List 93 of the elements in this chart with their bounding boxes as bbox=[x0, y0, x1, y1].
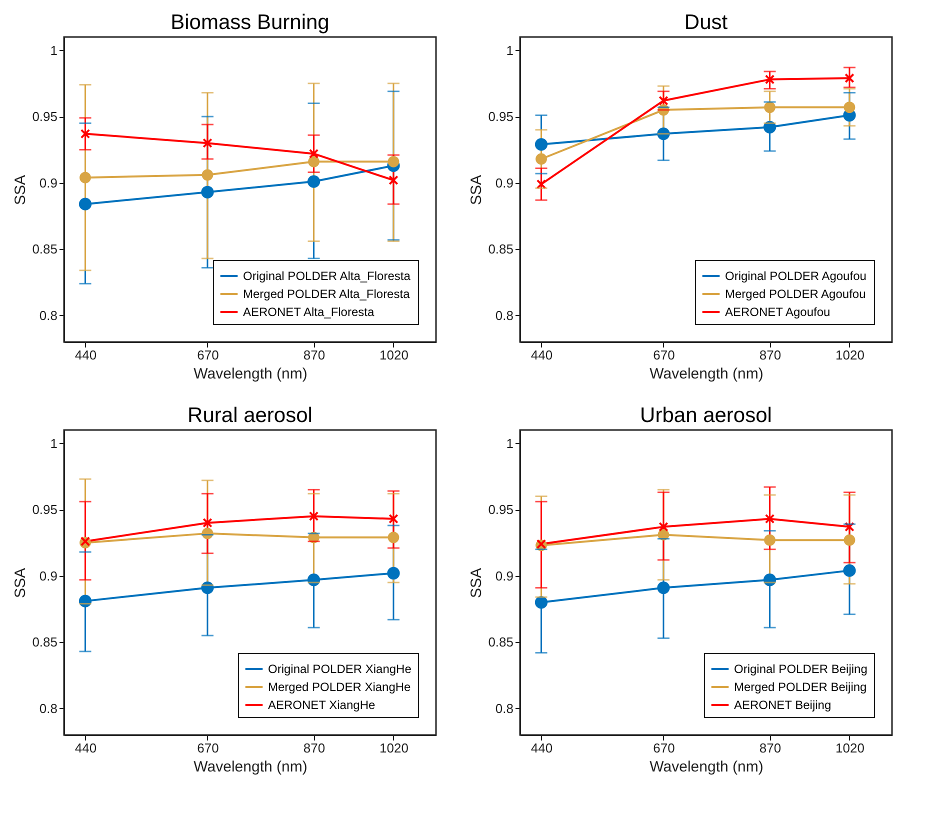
point bbox=[536, 539, 546, 549]
point bbox=[202, 518, 212, 528]
x-tick-label: 440 bbox=[530, 348, 553, 362]
point bbox=[658, 522, 668, 532]
point bbox=[844, 522, 854, 532]
legend-label: Original POLDER Beijing bbox=[734, 662, 868, 676]
x-tick-label: 440 bbox=[530, 740, 553, 756]
chart-title: Urban aerosol bbox=[640, 404, 772, 427]
x-tick-label: 1020 bbox=[836, 348, 864, 362]
y-tick-label: 1 bbox=[506, 42, 514, 58]
point bbox=[764, 74, 775, 84]
point bbox=[764, 102, 776, 113]
y-tick-label: 0.9 bbox=[495, 175, 514, 190]
point bbox=[536, 179, 546, 190]
legend-label: AERONET Alta_Floresta bbox=[243, 305, 374, 319]
chart-title: Rural aerosol bbox=[188, 404, 312, 427]
y-tick-label: 0.8 bbox=[495, 308, 514, 323]
point bbox=[764, 534, 776, 546]
y-tick-label: 0.9 bbox=[39, 568, 58, 584]
legend-label: Merged POLDER XiangHe bbox=[268, 680, 412, 694]
point bbox=[844, 534, 856, 546]
y-tick-label: 0.95 bbox=[32, 502, 58, 518]
y-tick-label: 0.85 bbox=[488, 634, 514, 650]
point bbox=[534, 596, 548, 609]
x-axis-title: Wavelength (nm) bbox=[650, 758, 764, 776]
y-axis-title: SSA bbox=[468, 174, 486, 206]
point bbox=[534, 138, 548, 151]
chart-title: Dust bbox=[684, 11, 728, 34]
legend-label: Original POLDER Agoufou bbox=[725, 269, 866, 283]
x-tick-label: 670 bbox=[197, 348, 219, 362]
legend-label: AERONET Beijing bbox=[734, 698, 832, 712]
x-axis-title: Wavelength (nm) bbox=[194, 366, 308, 382]
point bbox=[202, 138, 212, 148]
point bbox=[388, 514, 398, 524]
y-tick-label: 1 bbox=[50, 42, 58, 58]
y-axis-title: SSA bbox=[12, 174, 30, 206]
x-tick-label: 870 bbox=[759, 740, 782, 756]
point bbox=[536, 153, 547, 165]
y-tick-label: 0.8 bbox=[495, 700, 514, 716]
y-tick-label: 0.9 bbox=[495, 568, 514, 584]
x-tick-label: 670 bbox=[653, 348, 675, 362]
y-tick-label: 0.85 bbox=[488, 242, 514, 257]
point bbox=[201, 186, 214, 198]
x-tick-label: 1020 bbox=[380, 740, 408, 756]
x-axis-title: Wavelength (nm) bbox=[194, 758, 308, 776]
y-tick-label: 0.95 bbox=[488, 109, 514, 124]
x-tick-label: 440 bbox=[74, 740, 97, 756]
point bbox=[387, 566, 400, 580]
x-tick-label: 670 bbox=[653, 740, 675, 756]
x-tick-label: 1020 bbox=[836, 740, 864, 756]
legend-label: Merged POLDER Alta_Floresta bbox=[243, 287, 410, 301]
legend-label: AERONET XiangHe bbox=[268, 698, 376, 712]
point bbox=[657, 581, 670, 594]
x-tick-label: 1020 bbox=[380, 348, 408, 362]
legend-label: Merged POLDER Agoufou bbox=[725, 287, 866, 301]
point bbox=[308, 148, 319, 159]
point bbox=[388, 156, 400, 168]
point bbox=[80, 128, 90, 139]
y-tick-label: 0.9 bbox=[39, 175, 58, 190]
legend-label: AERONET Agoufou bbox=[725, 305, 830, 319]
point bbox=[764, 514, 775, 524]
point bbox=[843, 564, 856, 577]
point bbox=[307, 175, 320, 188]
y-axis-title: SSA bbox=[12, 568, 30, 598]
y-tick-label: 0.8 bbox=[39, 700, 58, 716]
y-tick-label: 0.8 bbox=[39, 308, 58, 323]
point bbox=[658, 96, 668, 106]
y-tick-label: 0.95 bbox=[32, 109, 58, 124]
point bbox=[78, 198, 92, 210]
x-tick-label: 870 bbox=[759, 348, 782, 362]
y-tick-label: 1 bbox=[506, 436, 514, 451]
legend-label: Original POLDER XiangHe bbox=[268, 662, 412, 676]
y-tick-label: 1 bbox=[50, 436, 58, 451]
point bbox=[202, 169, 214, 181]
x-tick-label: 670 bbox=[197, 740, 219, 756]
x-tick-label: 870 bbox=[303, 740, 326, 756]
point bbox=[388, 175, 398, 186]
point bbox=[80, 172, 91, 184]
x-tick-label: 870 bbox=[303, 348, 326, 362]
point bbox=[308, 156, 320, 168]
y-tick-label: 0.85 bbox=[32, 242, 58, 257]
legend-label: Merged POLDER Beijing bbox=[734, 680, 867, 694]
point bbox=[388, 532, 400, 544]
legend-label: Original POLDER Alta_Floresta bbox=[243, 269, 411, 283]
chart-title: Biomass Burning bbox=[170, 11, 330, 34]
point bbox=[308, 511, 319, 522]
y-tick-label: 0.95 bbox=[488, 502, 514, 518]
x-axis-title: Wavelength (nm) bbox=[650, 366, 764, 382]
x-tick-label: 440 bbox=[74, 348, 97, 362]
y-axis-title: SSA bbox=[468, 568, 486, 598]
point bbox=[844, 102, 856, 113]
y-tick-label: 0.85 bbox=[32, 634, 58, 650]
point bbox=[844, 73, 854, 83]
